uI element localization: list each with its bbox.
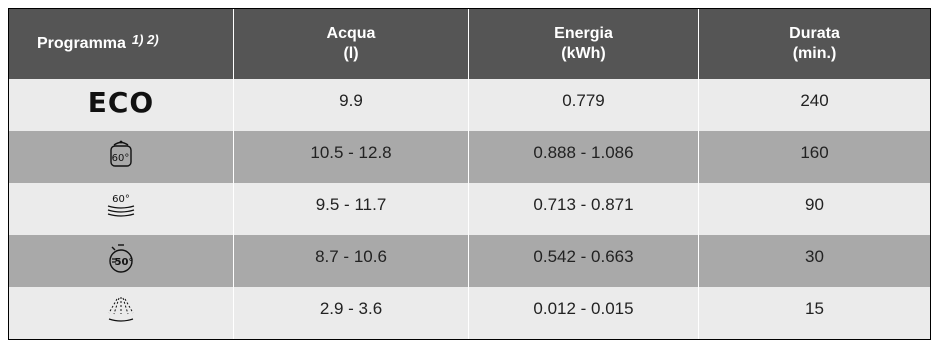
duration-value: 30 <box>805 247 824 266</box>
program-cell <box>9 287 234 339</box>
table-header-row: Programma 1) 2) Acqua (l) Energia (kWh) D… <box>9 9 930 79</box>
duration-value: 90 <box>805 195 824 214</box>
energy-value: 0.542 - 0.663 <box>533 247 634 266</box>
energy-value: 0.779 <box>562 91 605 110</box>
pot-60-label: 60° <box>112 153 130 164</box>
duration-cell: 15 <box>699 287 930 339</box>
program-cell: 60° <box>9 183 234 235</box>
water-value: 8.7 - 10.6 <box>315 247 387 266</box>
duration-value: 160 <box>800 143 829 162</box>
header-duration-line1: Durata <box>789 25 840 42</box>
rinse-spray-icon <box>108 297 134 322</box>
header-energy-line2: (kWh) <box>561 45 606 62</box>
water-cell: 9.5 - 11.7 <box>234 183 469 235</box>
dishes-60-label: 60° <box>112 194 130 205</box>
header-program-label: Programma <box>37 35 126 52</box>
energy-cell: 0.713 - 0.871 <box>469 183 699 235</box>
water-value: 9.5 - 11.7 <box>315 195 387 214</box>
energy-value: 0.888 - 1.086 <box>533 143 634 162</box>
energy-value: 0.713 - 0.871 <box>533 195 634 214</box>
timer-50-icon: 50° <box>109 244 134 273</box>
table-row: ECO 9.9 0.779 240 <box>9 79 930 131</box>
water-cell: 8.7 - 10.6 <box>234 235 469 287</box>
table-row: 60° 9.5 - 11.7 0.713 - 0.871 90 <box>9 183 930 235</box>
header-water: Acqua (l) <box>234 9 469 79</box>
header-energy: Energia (kWh) <box>469 9 699 79</box>
dishes-60-icon: 60° <box>107 194 135 217</box>
pot-60-icon: 60° <box>110 140 132 167</box>
header-program-note: 1) 2) <box>131 32 159 47</box>
header-duration: Durata (min.) <box>699 9 930 79</box>
water-cell: 10.5 - 12.8 <box>234 131 469 183</box>
program-cell: 50° <box>9 235 234 287</box>
water-cell: 9.9 <box>234 79 469 131</box>
water-cell: 2.9 - 3.6 <box>234 287 469 339</box>
table-row: 60° 10.5 - 12.8 0.888 - 1.086 160 <box>9 131 930 183</box>
duration-cell: 90 <box>699 183 930 235</box>
water-value: 9.9 <box>339 91 363 110</box>
duration-cell: 160 <box>699 131 930 183</box>
duration-cell: 240 <box>699 79 930 131</box>
duration-cell: 30 <box>699 235 930 287</box>
water-value: 2.9 - 3.6 <box>319 299 383 318</box>
header-program: Programma 1) 2) <box>9 9 234 79</box>
header-water-line1: Acqua <box>326 25 376 42</box>
energy-value: 0.012 - 0.015 <box>533 299 634 318</box>
energy-cell: 0.888 - 1.086 <box>469 131 699 183</box>
table-row: 50° 8.7 - 10.6 0.542 - 0.663 30 <box>9 235 930 287</box>
water-value: 10.5 - 12.8 <box>310 143 392 162</box>
eco-program-label: ECO <box>87 85 155 119</box>
program-cell: ECO <box>9 79 234 131</box>
program-table: Programma 1) 2) Acqua (l) Energia (kWh) D… <box>8 8 931 340</box>
table-row: 2.9 - 3.6 0.012 - 0.015 15 <box>9 287 930 339</box>
timer-50-label: 50° <box>115 257 134 268</box>
energy-cell: 0.012 - 0.015 <box>469 287 699 339</box>
header-energy-line1: Energia <box>554 25 613 42</box>
duration-value: 15 <box>805 299 824 318</box>
header-water-line2: (l) <box>343 45 359 62</box>
header-duration-line2: (min.) <box>792 45 837 62</box>
program-cell: 60° <box>9 131 234 183</box>
energy-cell: 0.779 <box>469 79 699 131</box>
duration-value: 240 <box>800 91 829 110</box>
energy-cell: 0.542 - 0.663 <box>469 235 699 287</box>
